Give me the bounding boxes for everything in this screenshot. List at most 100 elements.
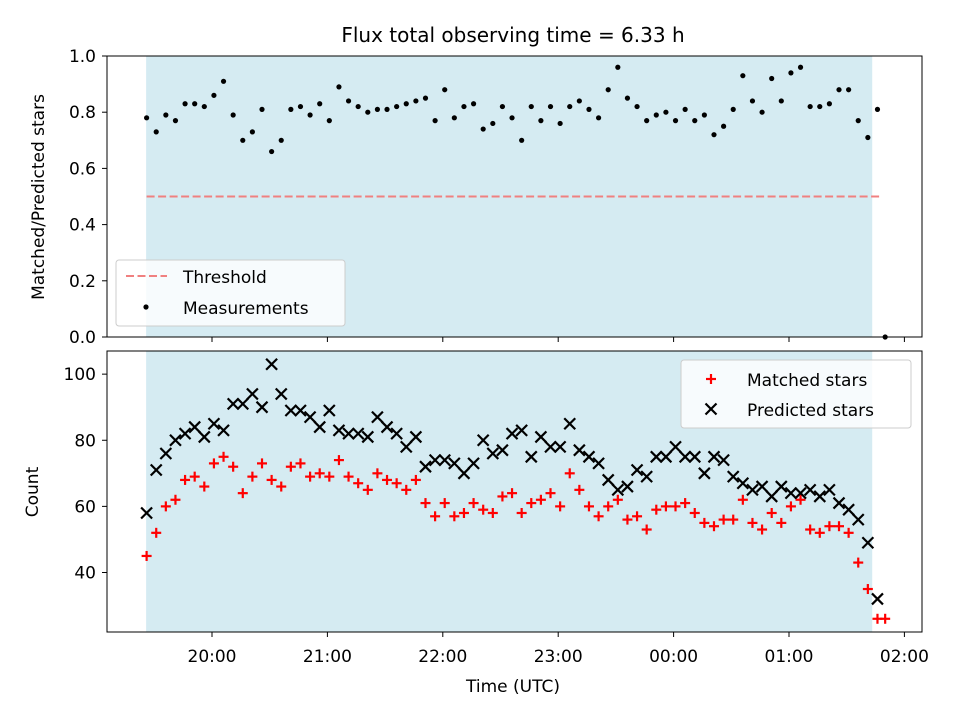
y-tick-label: 0.8 <box>69 103 96 123</box>
x-marker-b <box>217 424 230 437</box>
legend-predicted-label: Predicted stars <box>747 401 874 421</box>
matched-point <box>420 498 431 509</box>
measurement-point <box>692 118 698 124</box>
predicted-point <box>313 420 326 434</box>
matched-point <box>641 524 652 535</box>
predicted-point <box>630 463 644 477</box>
x-tick-label: 20:00 <box>188 647 237 667</box>
matched-point <box>189 471 200 482</box>
matched-point <box>526 498 537 509</box>
matched-point <box>776 517 787 528</box>
x-marker-b <box>323 404 336 417</box>
measurement-point <box>855 118 861 124</box>
measurement-point <box>422 95 429 101</box>
predicted-point <box>746 483 759 497</box>
measurement-point <box>624 95 631 101</box>
measurement-point <box>644 118 650 124</box>
chart-title: Flux total observing time = 6.33 h <box>341 23 684 47</box>
x-marker-b <box>140 506 153 520</box>
bottom-panel: 40 60 80 100 20:00 21:00 22:00 23:00 00:00 01:00… <box>23 350 929 697</box>
measurement-point <box>144 115 150 121</box>
measurement-point <box>528 103 534 110</box>
measurement-point <box>586 106 592 112</box>
matched-point <box>247 471 258 482</box>
x-marker-b <box>650 450 663 464</box>
x-marker-b <box>399 440 413 454</box>
predicted-point <box>736 476 750 490</box>
x-marker-b <box>842 503 855 516</box>
measurement-point <box>865 134 871 141</box>
x-marker-b <box>486 447 500 460</box>
measurement-point <box>288 106 294 112</box>
matched-point <box>391 478 402 489</box>
matched-point <box>458 507 469 518</box>
x-marker-b <box>688 450 702 464</box>
x-marker-b <box>303 410 317 424</box>
predicted-point <box>765 490 778 503</box>
x-marker-b <box>284 404 298 417</box>
matched-point <box>449 511 460 522</box>
matched-point <box>353 478 364 489</box>
matched-point <box>487 507 498 518</box>
x-marker-b <box>707 450 721 464</box>
predicted-point <box>409 430 423 444</box>
matched-point <box>737 494 748 505</box>
matched-point <box>237 488 248 499</box>
x-marker-b <box>592 457 605 470</box>
predicted-point <box>399 440 413 454</box>
matched-point <box>151 527 162 538</box>
x-marker-b <box>524 450 538 464</box>
x-marker-b <box>149 463 163 477</box>
matched-point <box>295 458 306 469</box>
predicted-point <box>717 453 730 467</box>
y-tick-label: 60 <box>74 497 96 517</box>
matched-point <box>593 511 604 522</box>
measurement-point <box>220 78 227 84</box>
measurement-point <box>259 106 265 112</box>
x-marker-b <box>563 417 577 431</box>
matched-point <box>276 481 287 492</box>
x-tick-label: 23:00 <box>534 647 583 667</box>
top-panel: 0.0 0.2 0.4 0.6 0.8 1.0 Matched/Predicted sta… <box>29 47 923 348</box>
predicted-point <box>198 430 211 444</box>
matched-point <box>516 507 527 518</box>
measurement-point <box>567 103 573 110</box>
measurement-point <box>672 118 679 124</box>
predicted-point <box>457 467 471 480</box>
y-tick-label: 0.0 <box>69 328 96 348</box>
x-marker-b <box>428 453 442 467</box>
predicted-point <box>390 427 403 440</box>
matched-point <box>382 474 393 485</box>
measurement-point <box>749 98 756 104</box>
predicted-point <box>803 483 817 497</box>
measurement-point <box>778 98 784 104</box>
matched-point <box>555 501 566 512</box>
measurement-point <box>499 103 506 110</box>
x-marker-b <box>698 467 711 480</box>
measurement-point <box>413 98 419 104</box>
x-marker-b <box>601 473 615 487</box>
x-marker-b <box>178 427 192 440</box>
matched-point <box>410 474 421 485</box>
matched-point <box>362 484 373 495</box>
measurement-point <box>326 118 332 124</box>
predicted-point <box>707 450 721 464</box>
predicted-point <box>371 410 384 424</box>
predicted-point <box>669 440 682 454</box>
predicted-point <box>226 397 240 411</box>
top-x-tick-marks <box>211 337 905 342</box>
measurement-point <box>345 98 352 104</box>
measurement-point <box>576 98 582 104</box>
legend-measurements-label: Measurements <box>183 299 309 319</box>
bottom-axes-frame <box>106 350 923 633</box>
measurement-point <box>490 120 496 127</box>
measurement-point <box>769 75 775 82</box>
x-tick-label: 01:00 <box>765 647 814 667</box>
x-tick-label: 00:00 <box>649 647 698 667</box>
matched-point <box>612 494 623 505</box>
predicted-point <box>188 420 201 434</box>
matched-point <box>170 494 181 505</box>
x-marker-b <box>448 457 461 470</box>
measurement-point <box>740 73 746 79</box>
